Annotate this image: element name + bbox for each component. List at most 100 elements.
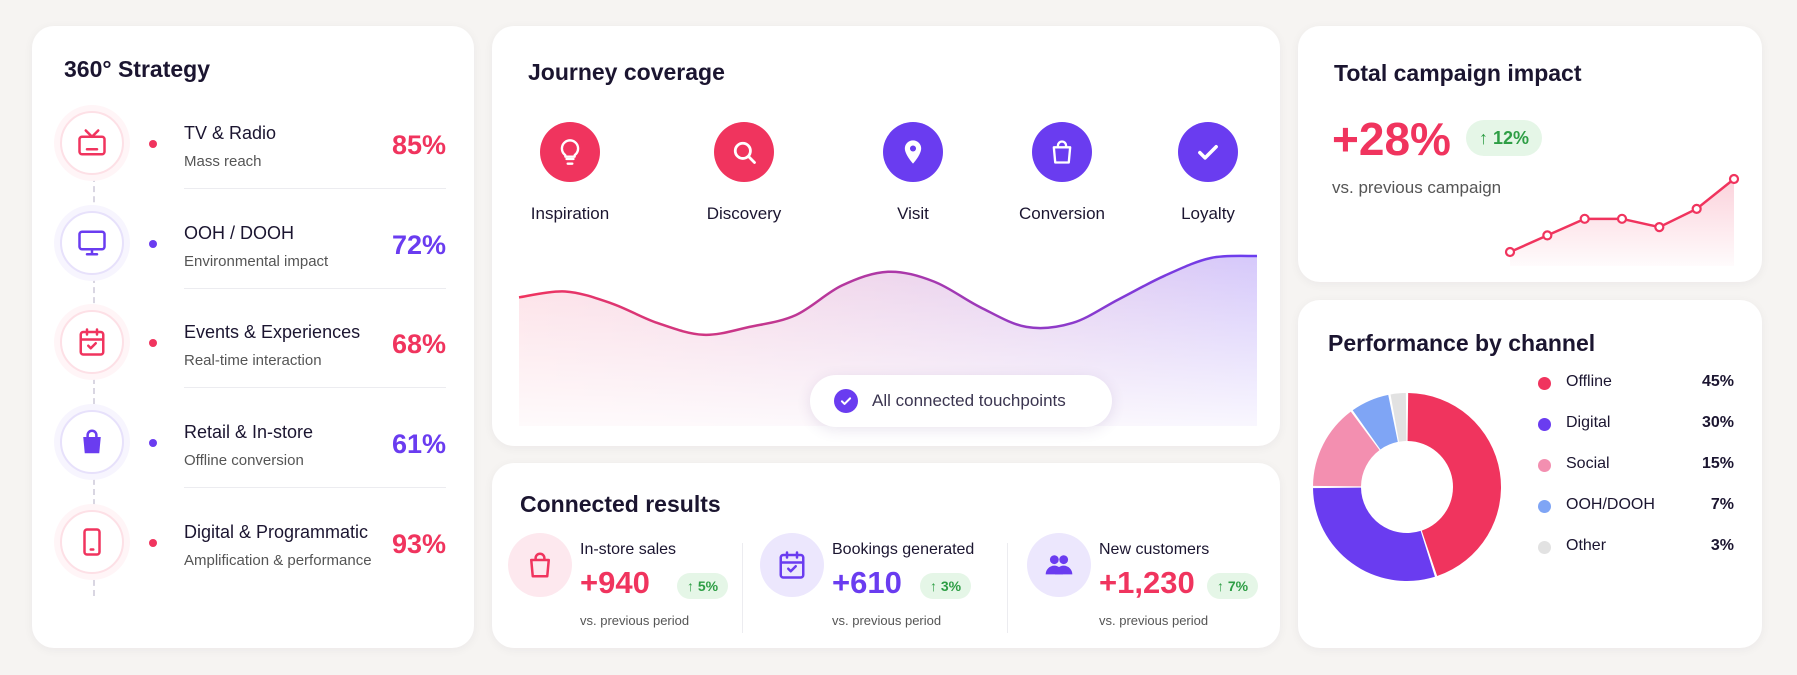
divider xyxy=(184,188,446,189)
legend-label: Other xyxy=(1566,537,1607,554)
result-bookings: Bookings generated +610 ↑ 3% vs. previou… xyxy=(760,533,990,633)
legend-label: OOH/DOOH xyxy=(1566,496,1655,513)
channel-row-events[interactable]: Events & Experiences Real-time interacti… xyxy=(32,302,474,388)
channel-row-ooh-dooh[interactable]: OOH / DOOH Environmental impact 72% xyxy=(32,203,474,289)
location-pin-icon xyxy=(883,122,943,182)
monitor-icon xyxy=(60,211,124,275)
journey-step-label: Inspiration xyxy=(530,204,610,223)
channel-percent: 61% xyxy=(391,429,446,459)
shopping-bag-icon xyxy=(60,410,124,474)
divider xyxy=(742,543,743,633)
legend-item[interactable]: Offline 45% xyxy=(1538,372,1734,394)
lightbulb-icon xyxy=(540,122,600,182)
sparkline-point xyxy=(1691,203,1702,214)
legend-value: 30% xyxy=(1701,414,1734,431)
donut-slice-digital xyxy=(1313,487,1435,581)
donut-slice-social xyxy=(1313,411,1380,487)
legend-dot xyxy=(1538,377,1551,390)
channel-dot xyxy=(149,240,157,248)
legend-label: Digital xyxy=(1566,414,1611,431)
channel-percent: 72% xyxy=(391,230,446,260)
shopping-bag-icon xyxy=(1032,122,1092,182)
pill-label: All connected touchpoints xyxy=(872,391,1066,410)
result-subtitle: vs. previous period xyxy=(1099,613,1209,628)
calendar-icon xyxy=(760,533,824,597)
result-new-customers: New customers +1,230 ↑ 7% vs. previous p… xyxy=(1027,533,1272,633)
journey-step-label: Conversion xyxy=(1019,204,1105,223)
result-subtitle: vs. previous period xyxy=(832,613,942,628)
divider xyxy=(1007,543,1008,633)
channel-dot xyxy=(149,339,157,347)
sparkline-point xyxy=(1616,213,1628,224)
result-change-badge: ↑ 3% xyxy=(920,573,972,599)
divider xyxy=(184,487,446,488)
result-name: New customers xyxy=(1099,541,1210,558)
journey-step-inspiration[interactable]: Inspiration xyxy=(510,122,630,224)
impact-sparkline xyxy=(1504,173,1740,266)
all-touchpoints-pill[interactable]: All connected touchpoints xyxy=(810,375,1112,427)
journey-step-conversion[interactable]: Conversion xyxy=(1002,122,1122,224)
journey-step-label: Loyalty xyxy=(1181,204,1235,223)
divider xyxy=(184,387,446,388)
search-icon xyxy=(714,122,774,182)
result-name: In-store sales xyxy=(580,541,677,558)
impact-change-badge: ↑ 12% xyxy=(1466,120,1543,156)
journey-title: Journey coverage xyxy=(528,59,725,85)
donut-slice-ooh-dooh xyxy=(1352,394,1398,450)
channel-name: TV & Radio xyxy=(184,123,277,143)
legend-item[interactable]: OOH/DOOH 7% xyxy=(1538,495,1734,517)
sparkline-point xyxy=(1504,246,1516,258)
legend-item[interactable]: Social 15% xyxy=(1538,454,1734,476)
journey-step-label: Visit xyxy=(897,204,929,223)
result-value: +610 xyxy=(832,565,902,600)
channel-dot xyxy=(149,539,157,547)
results-card: Connected results In-store sales +940 ↑ … xyxy=(492,463,1280,648)
sparkline-point xyxy=(1654,222,1665,233)
channel-subtitle: Real-time interaction xyxy=(184,352,322,369)
smartphone-icon xyxy=(60,510,124,574)
result-change-badge: ↑ 7% xyxy=(1207,573,1259,599)
channel-percent: 68% xyxy=(391,329,446,359)
channel-subtitle: Offline conversion xyxy=(184,452,304,469)
strategy-connector-line xyxy=(93,176,95,596)
legend-item[interactable]: Digital 30% xyxy=(1538,413,1734,435)
legend-item[interactable]: Other 3% xyxy=(1538,536,1734,558)
channel-percent: 85% xyxy=(391,130,446,160)
channel-donut-chart xyxy=(1313,393,1501,581)
channel-row-tv-radio[interactable]: TV & Radio Mass reach 85% xyxy=(32,103,474,189)
impact-subtitle: vs. previous campaign xyxy=(1332,178,1502,197)
legend-value: 15% xyxy=(1701,455,1734,472)
channel-subtitle: Environmental impact xyxy=(184,253,329,270)
sparkline-point xyxy=(1579,213,1590,224)
impact-card: Total campaign impact +28% ↑ 12% vs. pre… xyxy=(1298,26,1762,282)
result-subtitle: vs. previous period xyxy=(580,613,690,628)
tv-icon xyxy=(60,111,124,175)
journey-card: Journey coverage xyxy=(492,26,1280,446)
sparkline-point xyxy=(1542,230,1553,241)
users-icon xyxy=(1027,533,1091,597)
donut-slice-offline xyxy=(1407,393,1501,577)
impact-value: +28% xyxy=(1332,113,1451,165)
journey-step-discovery[interactable]: Discovery xyxy=(684,122,804,224)
donut-slice-other xyxy=(1390,393,1407,442)
legend-label: Offline xyxy=(1566,373,1612,390)
wave-line xyxy=(518,254,1258,337)
journey-step-visit[interactable]: Visit xyxy=(853,122,973,224)
legend-value: 45% xyxy=(1701,373,1734,390)
journey-step-loyalty[interactable]: Loyalty xyxy=(1148,122,1268,224)
result-value: +1,230 xyxy=(1099,565,1195,600)
legend-label: Social xyxy=(1566,455,1610,472)
result-value: +940 xyxy=(580,565,650,600)
channel-row-retail[interactable]: Retail & In-store Offline conversion 61% xyxy=(32,402,474,488)
channel-dot xyxy=(149,439,157,447)
channel-name: OOH / DOOH xyxy=(184,223,295,243)
legend-dot xyxy=(1538,541,1551,554)
channel-subtitle: Mass reach xyxy=(184,153,262,170)
checkmark-icon xyxy=(1178,122,1238,182)
strategy-title: 360° Strategy xyxy=(64,56,210,82)
channel-name: Events & Experiences xyxy=(184,322,361,342)
journey-step-label: Discovery xyxy=(706,204,782,223)
channel-row-digital[interactable]: Digital & Programmatic Amplification & p… xyxy=(32,502,474,582)
channel-percent: 93% xyxy=(391,529,446,559)
channel-name: Retail & In-store xyxy=(184,422,314,442)
